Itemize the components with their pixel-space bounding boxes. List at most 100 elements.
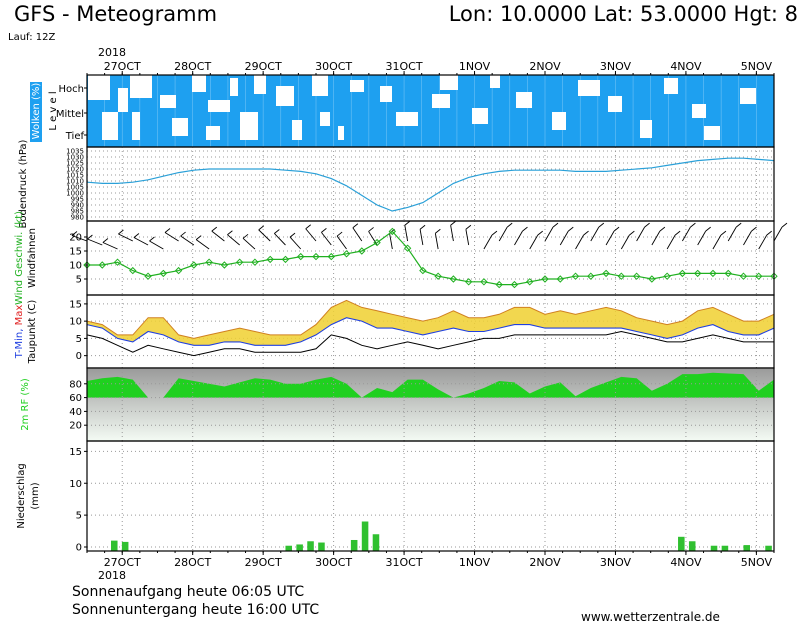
cloud-gap xyxy=(292,120,302,140)
wind-speed-point xyxy=(434,272,442,280)
wind-speed-line xyxy=(87,230,774,286)
wind-barb xyxy=(743,230,752,246)
wind-barb xyxy=(404,225,409,242)
cloud-gap xyxy=(780,112,792,128)
pressure-line xyxy=(86,157,775,212)
cloud-gap xyxy=(664,78,678,94)
humidity-area xyxy=(87,372,774,398)
y-tick-label: 80 xyxy=(69,379,82,390)
cloud-gap xyxy=(230,78,238,96)
cloud-axis-label: Wolken (%) xyxy=(31,83,42,140)
wind-barb xyxy=(242,237,256,250)
wind-barb-flag xyxy=(289,232,296,238)
wind-speed-point xyxy=(358,247,366,255)
wind-speed-point xyxy=(220,261,229,269)
wind-barb xyxy=(773,226,783,242)
wind-barb-flag xyxy=(368,227,374,232)
wind-barb xyxy=(164,232,179,242)
y-tick-label: 5 xyxy=(76,511,82,522)
y-tick-label: 15 xyxy=(69,299,82,310)
wind-barb xyxy=(697,230,707,246)
cloud-gap xyxy=(102,112,118,140)
wind-barb xyxy=(389,233,393,250)
cloud-gap xyxy=(240,112,258,140)
wind-barb xyxy=(620,234,630,250)
wind-barb xyxy=(450,225,454,242)
y-tick-label: 1000 xyxy=(66,190,84,198)
wind-speed-point xyxy=(342,250,351,258)
wind-barb-flag xyxy=(195,235,202,240)
wind-barb xyxy=(118,233,133,242)
wind-speed-point xyxy=(587,272,595,280)
cloud-gap xyxy=(350,80,364,92)
cloud-gap xyxy=(338,126,344,140)
bottom-year-label: 2018 xyxy=(98,569,126,582)
wind-barb xyxy=(559,230,569,246)
wind-barb-flag xyxy=(644,222,650,228)
wind-speed-point xyxy=(571,272,580,280)
wind-barb xyxy=(274,233,286,246)
top-day-label: 4NOV xyxy=(670,60,702,73)
wind-speed-point xyxy=(235,258,244,266)
cloud-gap xyxy=(490,75,500,88)
wind-speed-point xyxy=(129,266,137,275)
cloud-gap xyxy=(740,88,756,104)
dewpoint-axis-label: Taupunkt (C) xyxy=(27,300,38,365)
precip-bar xyxy=(121,541,129,551)
cloud-gap xyxy=(172,118,188,136)
page-title: GFS - Meteogramm xyxy=(14,2,218,26)
wind-barb xyxy=(544,226,554,242)
wind-barb-flag xyxy=(491,230,498,236)
wind-barb-flag xyxy=(87,234,93,240)
wind-barb xyxy=(529,234,539,250)
y-tick-label: 60 xyxy=(69,393,82,404)
wind-barb xyxy=(514,230,523,246)
wind-barb-flag xyxy=(180,231,186,237)
wind-speed-point xyxy=(464,278,473,286)
wind-speed-point xyxy=(297,252,305,261)
wind-speed-point xyxy=(678,269,687,278)
wind-barb-flag xyxy=(242,233,249,239)
wind-barb xyxy=(305,228,317,242)
top-day-label: 1NOV xyxy=(459,60,491,73)
y-tick-label: 20 xyxy=(69,421,82,432)
wind-speed-point xyxy=(556,275,564,283)
top-day-label: 31OCT xyxy=(386,60,423,73)
wind-barb-flag xyxy=(751,226,757,232)
y-tick-label: 15 xyxy=(69,247,82,258)
sunset-text: Sonnenuntergang heute 16:00 UTC xyxy=(72,602,320,618)
y-tick-label: 10 xyxy=(69,261,82,272)
wind-barb-flag xyxy=(102,238,109,243)
wind-barb xyxy=(758,234,768,250)
temperature-panel: 0 5 10 15 T-Min, Max Taupunkt (C) xyxy=(14,294,775,369)
wind-speed-point xyxy=(327,252,335,261)
cloud-gap xyxy=(88,75,110,100)
precip-bar xyxy=(361,521,369,551)
wind-barb-flag xyxy=(659,226,666,232)
wind-barb xyxy=(180,235,195,246)
cloud-gap xyxy=(380,86,392,102)
panel-frame xyxy=(86,146,775,222)
precip-bar xyxy=(765,545,772,551)
wind-barb xyxy=(483,234,493,250)
wind-barb-flag xyxy=(552,222,559,228)
wind-barb xyxy=(71,235,88,242)
wind-barb xyxy=(258,229,271,242)
wind-speed-point xyxy=(266,255,274,264)
wind-barb xyxy=(434,233,439,250)
wind-barb-flag xyxy=(211,226,218,232)
bottom-day-label: 27OCT xyxy=(104,556,141,569)
precip-bar xyxy=(710,545,718,551)
wind-speed-point xyxy=(510,280,519,289)
precip-bar xyxy=(110,540,118,551)
cloud-gap xyxy=(516,92,532,108)
top-day-label: 28OCT xyxy=(174,60,211,73)
wind-barb xyxy=(289,236,302,250)
y-tick-label: 0 xyxy=(76,351,82,362)
y-tick-label: 10 xyxy=(69,317,82,328)
y-tick-label: 1005 xyxy=(66,184,84,192)
cloud-label-background xyxy=(30,82,42,142)
cloud-gap xyxy=(208,100,230,112)
wind-barb-flag xyxy=(450,220,456,226)
